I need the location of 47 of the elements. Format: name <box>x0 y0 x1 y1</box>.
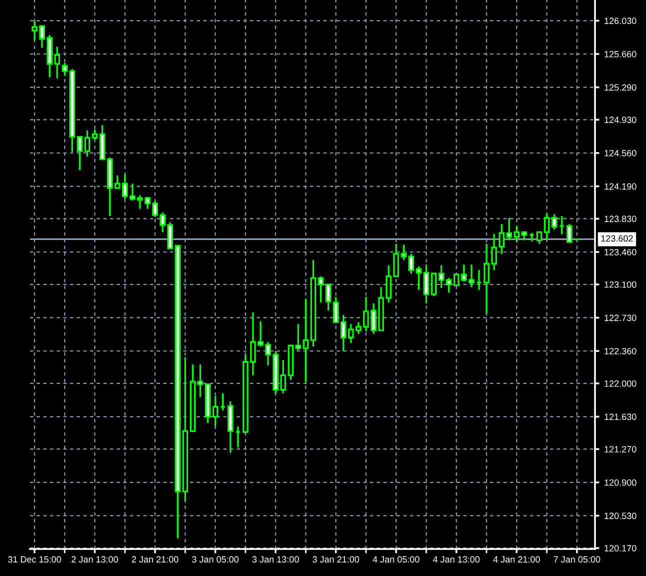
candlestick <box>544 212 550 242</box>
y-tick-label: 124.190 <box>604 183 636 190</box>
y-tick-label: 123.460 <box>604 248 636 256</box>
candlestick <box>318 275 324 304</box>
y-tick-label: 121.270 <box>604 446 636 452</box>
candlestick <box>295 323 302 351</box>
candlestick <box>62 62 68 76</box>
x-tick-label: 3 Jan 13:00 <box>252 556 299 563</box>
x-tick-label: 31 Dec 15:00 <box>8 556 62 563</box>
x-tick-label: 7 Jan 05:00 <box>554 556 600 563</box>
y-tick-label: 122.000 <box>604 380 636 387</box>
candlestick <box>423 264 430 304</box>
y-tick-label: 120.530 <box>604 512 636 520</box>
x-tick-label: 4 Jan 21:00 <box>493 556 540 563</box>
y-tick-label: 122.360 <box>604 348 636 354</box>
candlestick <box>92 128 98 140</box>
candlestick <box>325 284 332 312</box>
candlestick <box>197 364 204 398</box>
candlestick <box>438 264 444 289</box>
y-tick-label: 124.930 <box>604 116 636 124</box>
x-tick-label: 4 Jan 05:00 <box>372 556 420 563</box>
y-tick-label: 121.630 <box>604 414 636 420</box>
candlestick <box>416 266 422 291</box>
candlestick <box>408 252 414 274</box>
y-tick-label: 123.830 <box>604 216 636 222</box>
candlestick <box>430 272 437 297</box>
y-tick-label: 125.660 <box>604 50 636 58</box>
candlestick <box>76 136 83 171</box>
x-tick-label: 4 Jan 13:00 <box>433 556 480 563</box>
x-tick-label: 3 Jan 21:00 <box>312 556 360 563</box>
candlestick <box>302 298 309 384</box>
ref-line-label: 123.602 <box>601 235 633 242</box>
candlestick <box>84 130 90 158</box>
y-tick-label: 120.900 <box>604 479 636 486</box>
candlestick <box>551 213 558 230</box>
x-tick-label: 3 Jan 05:00 <box>192 556 239 563</box>
candlestick <box>536 230 542 245</box>
x-tick-label: 2 Jan 13:00 <box>72 556 118 563</box>
y-tick-label: 120.170 <box>604 545 636 552</box>
y-tick-label: 122.730 <box>604 314 636 322</box>
y-tick-label: 125.290 <box>604 84 636 91</box>
y-tick-label: 123.100 <box>604 281 636 288</box>
y-tick-label: 124.560 <box>604 150 636 156</box>
candlestick <box>212 395 218 428</box>
candlestick <box>566 223 572 243</box>
y-tick-label: 126.030 <box>604 18 636 24</box>
x-tick-label: 2 Jan 21:00 <box>132 556 178 563</box>
